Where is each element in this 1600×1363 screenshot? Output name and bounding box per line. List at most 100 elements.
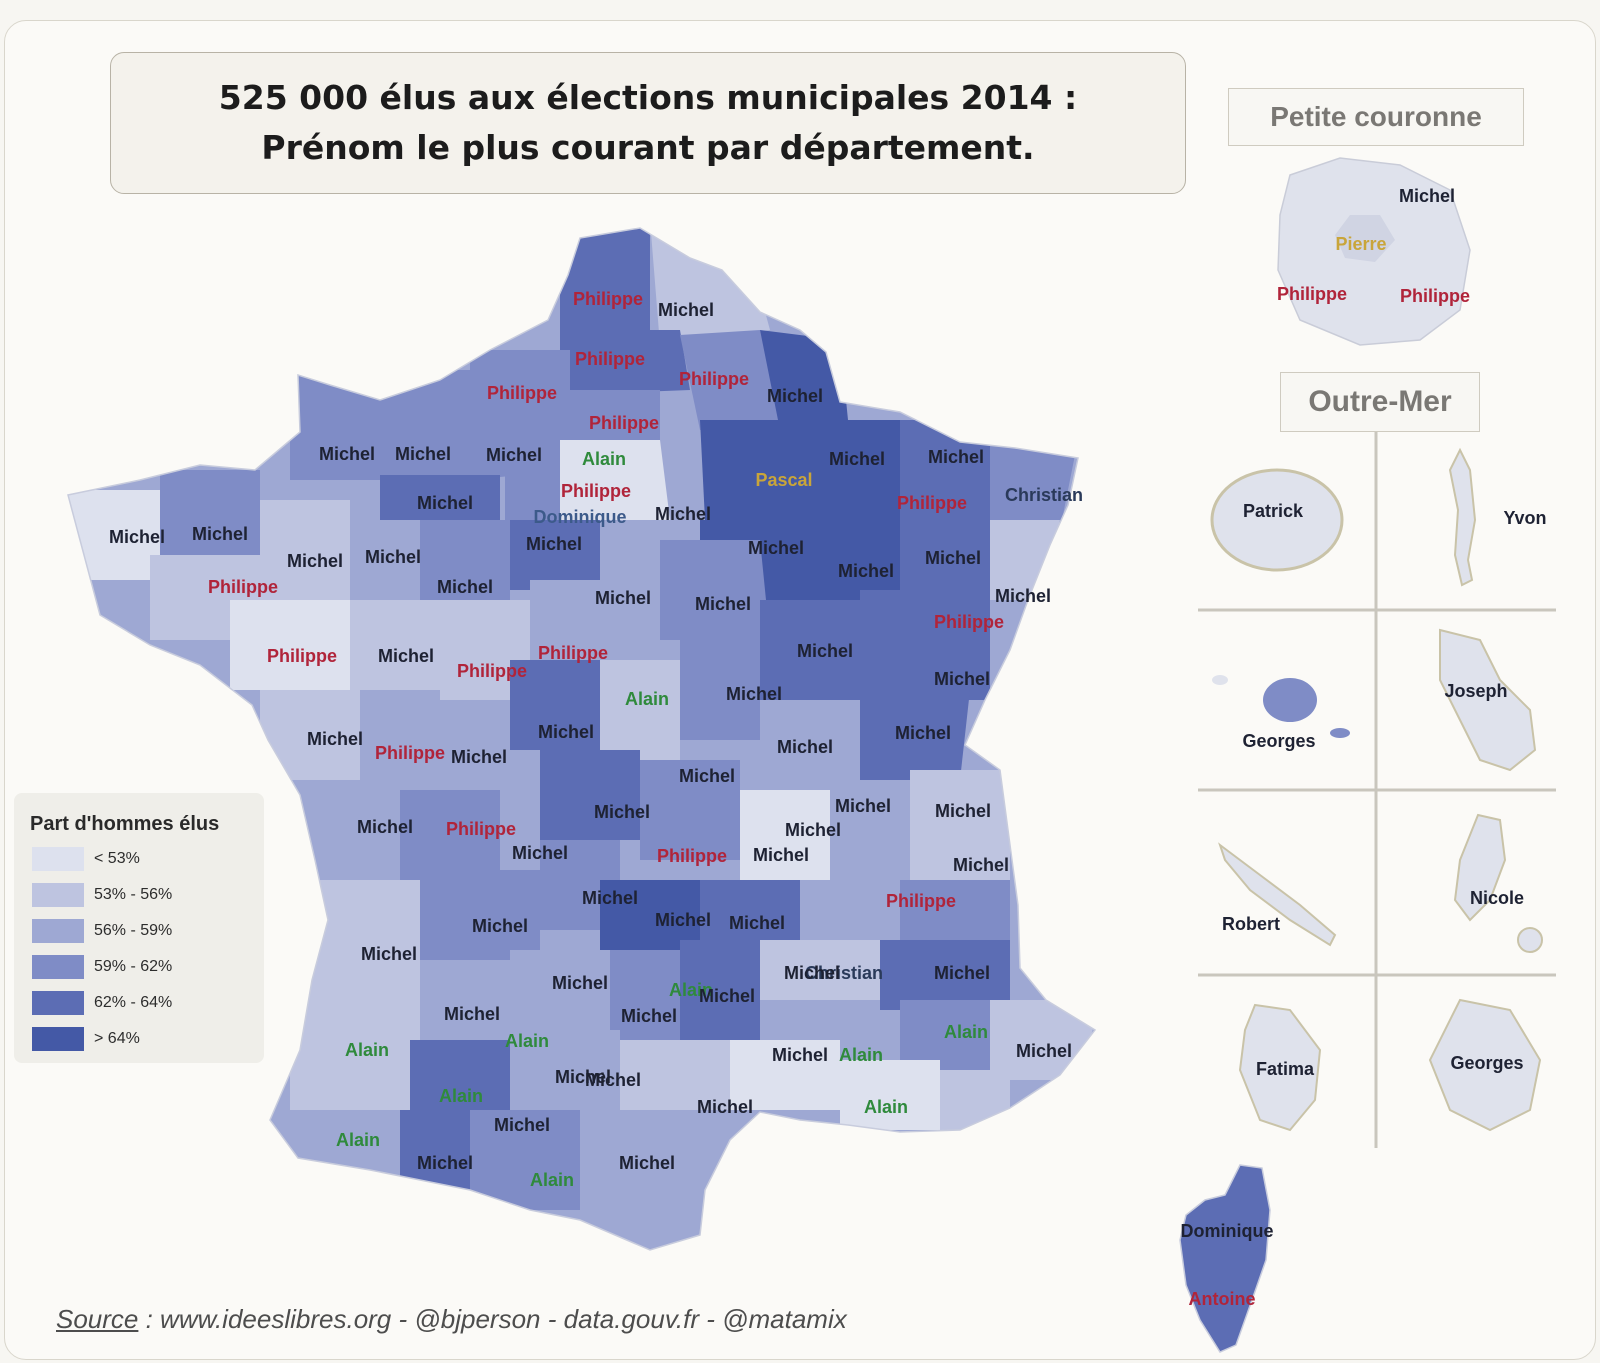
department-name-label: Philippe [679, 369, 749, 389]
legend-row: 53% - 56% [32, 883, 172, 907]
region-vienne [440, 700, 510, 790]
outre-mer-grid [1198, 432, 1556, 1148]
region-gironde [300, 880, 420, 1000]
department-name-label: Alain [505, 1031, 549, 1051]
department-name-label: Michel [378, 646, 434, 666]
source-text: : www.ideeslibres.org - @bjperson - data… [138, 1304, 847, 1334]
department-name-label: Philippe [538, 643, 608, 663]
legend-label: > 64% [94, 1030, 140, 1047]
department-name-label: Michel [526, 534, 582, 554]
department-name-label: Michel [785, 820, 841, 840]
region-landes [290, 1000, 420, 1120]
paris-shape [1335, 215, 1395, 262]
legend-row: 62% - 64% [32, 991, 172, 1015]
department-name-label: Michel [679, 766, 735, 786]
region-haute-vienne [540, 750, 640, 840]
region-haute-loire [700, 880, 800, 940]
department-name-label: Michel [838, 561, 894, 581]
department-name-label: Philippe [575, 349, 645, 369]
petite-couronne-label: Michel [1399, 186, 1455, 206]
region-loire-atlantique [230, 600, 350, 690]
region-hautes-pyrenees [400, 1110, 470, 1200]
region-alsace-nord [990, 430, 1080, 530]
outre-mer-label: Fatima [1256, 1059, 1315, 1079]
region-nievre [680, 640, 760, 740]
region-gard-nord [760, 940, 880, 1000]
department-name-label: Michel [995, 586, 1051, 606]
france-outline [67, 227, 1097, 1251]
department-name-label: Michel [361, 944, 417, 964]
polynesia-west-islet-shape [1212, 675, 1228, 685]
department-name-label: Michel [319, 444, 375, 464]
department-name-label: Michel [699, 986, 755, 1006]
department-name-label: Alain [439, 1086, 483, 1106]
region-cher [600, 660, 680, 760]
petite-couronne-title: Petite couronne [1228, 88, 1524, 146]
department-name-label: Michel [935, 801, 991, 821]
region-meuse [820, 420, 905, 540]
region-tarn [620, 1040, 730, 1110]
department-name-label: Philippe [375, 743, 445, 763]
region-ille-et-vilaine [260, 500, 350, 600]
saint-pierre-shape [1448, 447, 1477, 587]
department-name-label: Philippe [934, 612, 1004, 632]
legend-swatch [32, 847, 84, 871]
region-marne [700, 420, 830, 520]
department-name-label: Michel [777, 737, 833, 757]
corsica-shape [1179, 1164, 1271, 1353]
department-name-label: Michel [829, 449, 885, 469]
petite-couronne-label: Pierre [1335, 234, 1386, 254]
region-cantal [600, 880, 700, 950]
department-name-label: Michel [357, 817, 413, 837]
department-name-label: Michel [655, 910, 711, 930]
region-somme [560, 330, 690, 395]
outre-mer-label: Robert [1222, 914, 1280, 934]
department-name-label: Michel [753, 845, 809, 865]
department-name-label: Philippe [208, 577, 278, 597]
corsica [1179, 1164, 1271, 1353]
legend-swatch [32, 919, 84, 943]
region-indre-et-loire [440, 600, 530, 700]
region-gers [410, 1040, 510, 1120]
department-name-label: Christian [1005, 485, 1083, 505]
region-vendee [260, 690, 360, 780]
outre-mer-label: Joseph [1444, 681, 1507, 701]
department-name-label: Michel [835, 796, 891, 816]
guadeloupe-shape [1453, 813, 1507, 922]
department-name-label: Michel [772, 1045, 828, 1065]
region-loiret [530, 580, 660, 660]
region-deux-sevres [360, 690, 440, 780]
legend-title: Part d'hommes élus [30, 813, 220, 835]
region-aveyron [610, 950, 680, 1040]
department-name-label: Michel [494, 1115, 550, 1135]
department-name-label: Christian [805, 963, 883, 983]
source-line: Source : www.ideeslibres.org - @bjperson… [56, 1304, 847, 1335]
region-yonne [660, 540, 770, 640]
region-vosges [900, 520, 990, 590]
source-label: Source [56, 1304, 139, 1334]
legend-swatch [32, 955, 84, 979]
department-name-label: Michel [582, 888, 638, 908]
legend-swatch [32, 991, 84, 1015]
department-name-label: Philippe [657, 846, 727, 866]
region-bouches-du-rhone [840, 1060, 940, 1130]
department-name-label: Michel [538, 722, 594, 742]
region-maine-et-loire [350, 600, 440, 690]
legend-row: 59% - 62% [32, 955, 172, 979]
department-name-label: Michel [953, 855, 1009, 875]
corsica-label: Dominique [1181, 1221, 1274, 1241]
department-name-label: Alain [336, 1130, 380, 1150]
region-sarthe [420, 520, 510, 600]
guadeloupe-islet-shape [1517, 927, 1543, 953]
department-name-label: Michel [695, 594, 751, 614]
department-name-label: Michel [767, 386, 823, 406]
department-name-label: Michel [451, 747, 507, 767]
outre-mer-label: Nicole [1470, 888, 1524, 908]
region-calvados [380, 370, 480, 480]
region-oise [560, 390, 660, 440]
region-herault [730, 1040, 840, 1110]
region-var [940, 1070, 1010, 1130]
region-lot [510, 950, 610, 1020]
legend-label: 62% - 64% [94, 994, 173, 1011]
